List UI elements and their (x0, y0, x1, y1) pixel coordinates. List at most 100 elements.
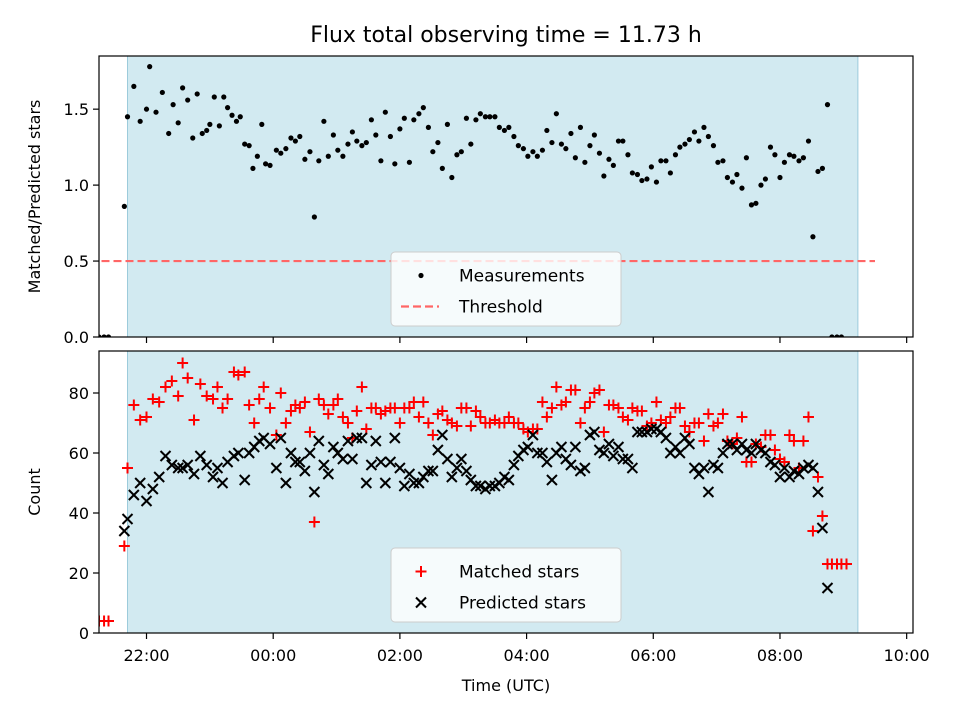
measurement-point (359, 143, 365, 149)
legend: Measurements Threshold (390, 251, 622, 327)
predicted-star-point (299, 465, 311, 477)
x-mark-b (531, 447, 544, 459)
predicted-star-point (200, 459, 213, 471)
bottom-panel: 0 20 40 60 80 22:00 00:00 02:00 04:00 06:00 08:00 1… (25, 350, 930, 695)
measurement-point (242, 141, 248, 147)
measurement-point (259, 121, 265, 127)
legend-entry: Matched stars (415, 563, 579, 583)
x-mark-b (375, 456, 387, 468)
y-tick-label: 1.5 (64, 100, 89, 119)
x-mark-b (280, 477, 292, 489)
x-mark-b (783, 471, 796, 483)
measurement-point (170, 102, 176, 108)
predicted-star-point (394, 462, 406, 474)
x-mark-b (257, 432, 270, 444)
measurement-point (216, 123, 222, 129)
measurement-point (582, 159, 588, 165)
matched-star-point (207, 393, 219, 405)
measurement-point (233, 118, 240, 124)
predicted-star-point (337, 453, 349, 465)
matched-star-point (275, 387, 287, 399)
measurement-point (211, 94, 217, 100)
measurement-point (349, 129, 355, 135)
measurement-point (496, 124, 502, 130)
measurement-point (382, 109, 388, 115)
matched-star-point (683, 426, 695, 438)
measurement-point (729, 179, 736, 185)
x-mark-b (455, 453, 468, 465)
predicted-star-point (365, 459, 378, 471)
predicted-star-point (432, 444, 444, 456)
x-mark-b (774, 471, 786, 483)
x-mark-b (645, 423, 658, 435)
matched-star-point (188, 414, 200, 426)
x-mark-b (631, 426, 644, 438)
x-mark-b (365, 459, 378, 471)
x-mark-b (394, 462, 406, 474)
measurement-point (587, 143, 593, 149)
matched-star-point (764, 429, 776, 441)
predicted-star-point (721, 438, 734, 450)
matched-star-point (351, 405, 363, 417)
x-mark-b (821, 582, 834, 594)
legend-entry: Threshold (401, 298, 543, 318)
measurement-point (335, 147, 341, 153)
x-mark-b (134, 477, 146, 489)
measurement-point (791, 153, 797, 159)
measurement-point (444, 121, 451, 127)
predicted-star-point (622, 453, 634, 465)
measurement-point (325, 153, 331, 159)
x-mark-b (759, 447, 772, 459)
matched-star-point (503, 411, 515, 423)
measurement-point (401, 115, 407, 121)
measurement-point (221, 94, 227, 100)
measurement-point (772, 152, 778, 158)
x-mark-b (460, 465, 473, 477)
x-mark-b (351, 432, 363, 444)
measurement-point (520, 146, 527, 152)
measurement-point (392, 161, 398, 167)
predicted-star-point (304, 447, 316, 459)
predicted-star-point (318, 459, 330, 471)
predicted-star-point (612, 441, 625, 453)
x-mark-b (188, 468, 200, 480)
measurement-point (492, 114, 498, 120)
predicted-star-point (531, 447, 544, 459)
matched-star-point (182, 372, 194, 384)
matched-star-point (217, 402, 229, 414)
x-mark-b (299, 465, 311, 477)
x-mark-b (211, 462, 224, 474)
measurement-point (781, 159, 788, 165)
predicted-star-point (669, 441, 682, 453)
matched-star-point (531, 423, 543, 435)
matched-star-point (802, 411, 814, 423)
predicted-star-point (166, 459, 178, 471)
matched-star-point (389, 402, 401, 414)
predicted-star-point (289, 456, 302, 468)
x-mark-b (717, 447, 729, 459)
measurement-point (420, 105, 426, 111)
x-mark-b (721, 438, 734, 450)
x-mark-b (322, 468, 335, 480)
measurement-point (734, 171, 740, 178)
measurement-point (553, 111, 559, 117)
matched-star-point (304, 426, 316, 438)
predicted-star-point (188, 468, 200, 480)
matched-star-point (160, 381, 172, 393)
legend-entry: Predicted stars (415, 594, 586, 614)
measurement-point (175, 120, 181, 126)
measurement-point (297, 133, 303, 140)
matched-star-point (536, 396, 548, 408)
x-mark-b (788, 465, 800, 477)
x-tick-label: 02:00 (377, 646, 423, 665)
x-mark-b (194, 450, 207, 462)
predicted-star-point (698, 462, 710, 474)
matched-star-point (460, 402, 472, 414)
measurement-point (767, 144, 774, 150)
x-mark-b (128, 489, 140, 501)
measurement-point (544, 127, 550, 134)
predicted-star-point (769, 459, 781, 471)
x-mark-b (755, 444, 767, 456)
matched-star-point (147, 393, 159, 405)
x-mark-b (153, 471, 165, 483)
